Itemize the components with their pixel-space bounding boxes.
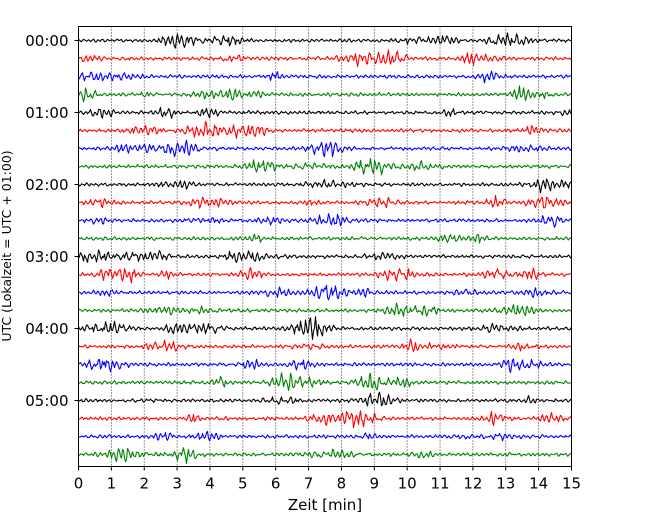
seismogram-trace	[78, 391, 572, 407]
x-tick-label: 5	[238, 475, 248, 493]
seismogram-trace	[78, 120, 572, 139]
x-tick-label: 7	[304, 475, 314, 493]
y-axis-ticks: 00:00 01:00 02:00 03:00 04:00 05:00	[25, 32, 79, 410]
seismogram-trace	[78, 106, 572, 119]
seismogram-trace	[78, 338, 572, 352]
x-tick-label: 4	[205, 475, 215, 493]
seismogram-trace	[78, 213, 572, 228]
x-tick-label: 10	[398, 475, 417, 493]
x-tick-label: 13	[496, 475, 515, 493]
x-tick-label: 11	[430, 475, 449, 493]
x-tick-label: 15	[562, 475, 581, 493]
seismogram-trace	[78, 358, 572, 374]
x-tick-label: 14	[529, 475, 548, 493]
y-tick-label: 02:00	[25, 176, 68, 194]
x-axis-label: Zeit [min]	[288, 496, 362, 514]
x-axis-ticks: 0 1 2 3 4 5 6 7 8 9 10 11 12 13 14 15	[74, 466, 581, 493]
seismogram-trace	[78, 267, 572, 284]
seismogram-trace	[78, 447, 572, 465]
seismogram-trace	[78, 139, 572, 158]
traces	[77, 32, 572, 465]
seismogram-trace	[78, 157, 572, 176]
seismogram-trace	[78, 70, 572, 84]
x-tick-label: 8	[337, 475, 347, 493]
x-tick-label: 0	[74, 475, 84, 493]
seismogram-trace	[78, 49, 572, 68]
seismogram-trace	[78, 316, 572, 340]
y-axis-label: UTC (Lokalzeit = UTC + 01:00)	[0, 150, 14, 341]
seismogram-trace	[78, 32, 572, 49]
grid-lines	[110, 26, 540, 467]
x-tick-label: 6	[271, 475, 281, 493]
seismogram-trace	[78, 372, 572, 391]
seismogram-trace	[78, 302, 572, 317]
x-tick-label: 1	[107, 475, 117, 493]
y-tick-label: 05:00	[25, 392, 68, 410]
seismogram-trace	[78, 194, 572, 209]
seismogram-trace	[78, 410, 572, 429]
x-tick-label: 12	[463, 475, 482, 493]
x-tick-label: 2	[139, 475, 149, 493]
seismogram-trace	[78, 178, 572, 194]
seismogram-trace	[77, 85, 572, 103]
seismogram-trace	[78, 249, 572, 264]
plot-frame	[78, 26, 572, 467]
y-tick-label: 01:00	[25, 104, 68, 122]
y-tick-label: 03:00	[25, 248, 68, 266]
seismogram-trace	[78, 233, 572, 244]
seismogram-trace	[78, 430, 572, 442]
x-tick-label: 9	[370, 475, 380, 493]
y-tick-label: 04:00	[25, 320, 68, 338]
seismogram-trace	[78, 284, 572, 301]
x-tick-label: 3	[172, 475, 182, 493]
y-tick-label: 00:00	[25, 32, 68, 50]
